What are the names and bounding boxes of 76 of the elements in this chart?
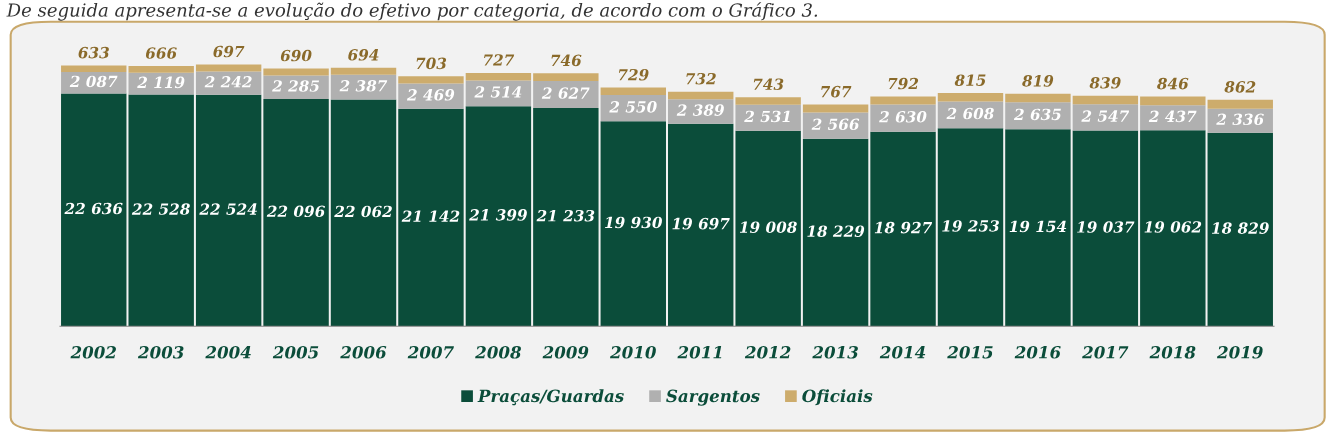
x-tick-label: 2010 [610,345,656,359]
data-label: 633 [78,46,109,59]
data-label: 666 [145,47,177,59]
data-label: 21 399 [469,209,527,221]
x-tick-label: 2009 [542,345,589,359]
x-tick-label: 2005 [272,345,319,359]
data-label: 21 142 [401,210,460,222]
x-tick-label: 2003 [137,345,184,359]
data-label: 2 469 [406,89,455,101]
data-label: 815 [954,74,986,86]
data-label: 746 [551,54,582,67]
data-label: 22 062 [334,205,392,218]
x-tick-label: 2004 [205,345,251,359]
data-label: 22 524 [199,203,257,215]
data-label: 732 [686,72,716,85]
data-label: 2 630 [879,111,927,123]
x-tick-label: 2007 [407,345,454,359]
data-label: 2 336 [1216,113,1264,126]
data-label: 2 087 [69,75,118,88]
data-label: 19 253 [942,220,999,232]
x-tick-label: 2014 [879,345,926,359]
x-tick-label: 2013 [812,345,858,359]
x-tick-label: 2006 [340,345,387,359]
data-label: 2 608 [946,107,994,120]
data-label: 18 829 [1212,222,1269,234]
legend-label: Oficiais [802,389,873,406]
data-label: 2 437 [1148,110,1197,123]
data-label: 2 285 [272,80,320,92]
data-label: 19 037 [1077,221,1135,233]
data-label: 2 627 [541,87,590,99]
data-label: 18 229 [807,225,865,237]
legend-label: Praças/Guardas [477,389,624,406]
data-label: 2 635 [1013,108,1061,121]
x-tick-label: 2008 [475,345,521,359]
data-label: 792 [888,77,919,90]
data-label: 703 [416,57,447,70]
data-label: 22 636 [64,202,123,215]
data-label: 697 [213,45,245,58]
chart-title: De seguida apresenta-se a evolução do efetivo por categoria, de acordo com o Gráfico 3. [6,2,818,21]
x-tick-label: 2018 [1149,345,1196,359]
data-label: 2 387 [339,80,388,92]
x-tick-label: 2019 [1216,345,1263,359]
data-label: 819 [1022,75,1054,87]
data-label: 743 [753,78,784,91]
data-label: 2 242 [204,76,252,88]
data-label: 727 [484,54,515,66]
data-label: 2 514 [474,86,522,98]
data-label: 19 154 [1009,220,1067,233]
data-label: 694 [348,49,379,61]
data-label: 690 [280,49,312,62]
legend-label: Sargentos [666,389,760,406]
data-label: 862 [1224,81,1256,93]
data-label: 2 547 [1081,110,1130,122]
x-tick-label: 2011 [677,345,722,359]
data-label: 19 062 [1144,221,1202,233]
x-tick-label: 2016 [1014,345,1061,359]
data-label: 729 [618,68,649,81]
data-label: 846 [1157,77,1189,90]
data-label: 18 927 [874,221,933,234]
data-label: 21 233 [536,209,595,222]
data-label: 2 566 [811,118,860,131]
data-label: 839 [1089,77,1121,89]
data-label: 19 008 [739,221,797,233]
data-label: 19 697 [672,217,730,230]
data-label: 2 550 [609,101,657,113]
data-label: 2 389 [676,104,724,116]
x-tick-label: 2017 [1082,345,1129,359]
x-tick-label: 2012 [744,345,791,359]
data-label: 22 528 [131,203,190,215]
data-label: 22 096 [266,205,325,218]
data-label: 2 119 [137,76,185,89]
data-label: 767 [821,85,852,98]
data-label: 2 531 [744,110,790,123]
x-tick-label: 2015 [947,345,993,359]
data-label: 19 930 [605,216,662,229]
x-tick-label: 2002 [70,345,116,359]
